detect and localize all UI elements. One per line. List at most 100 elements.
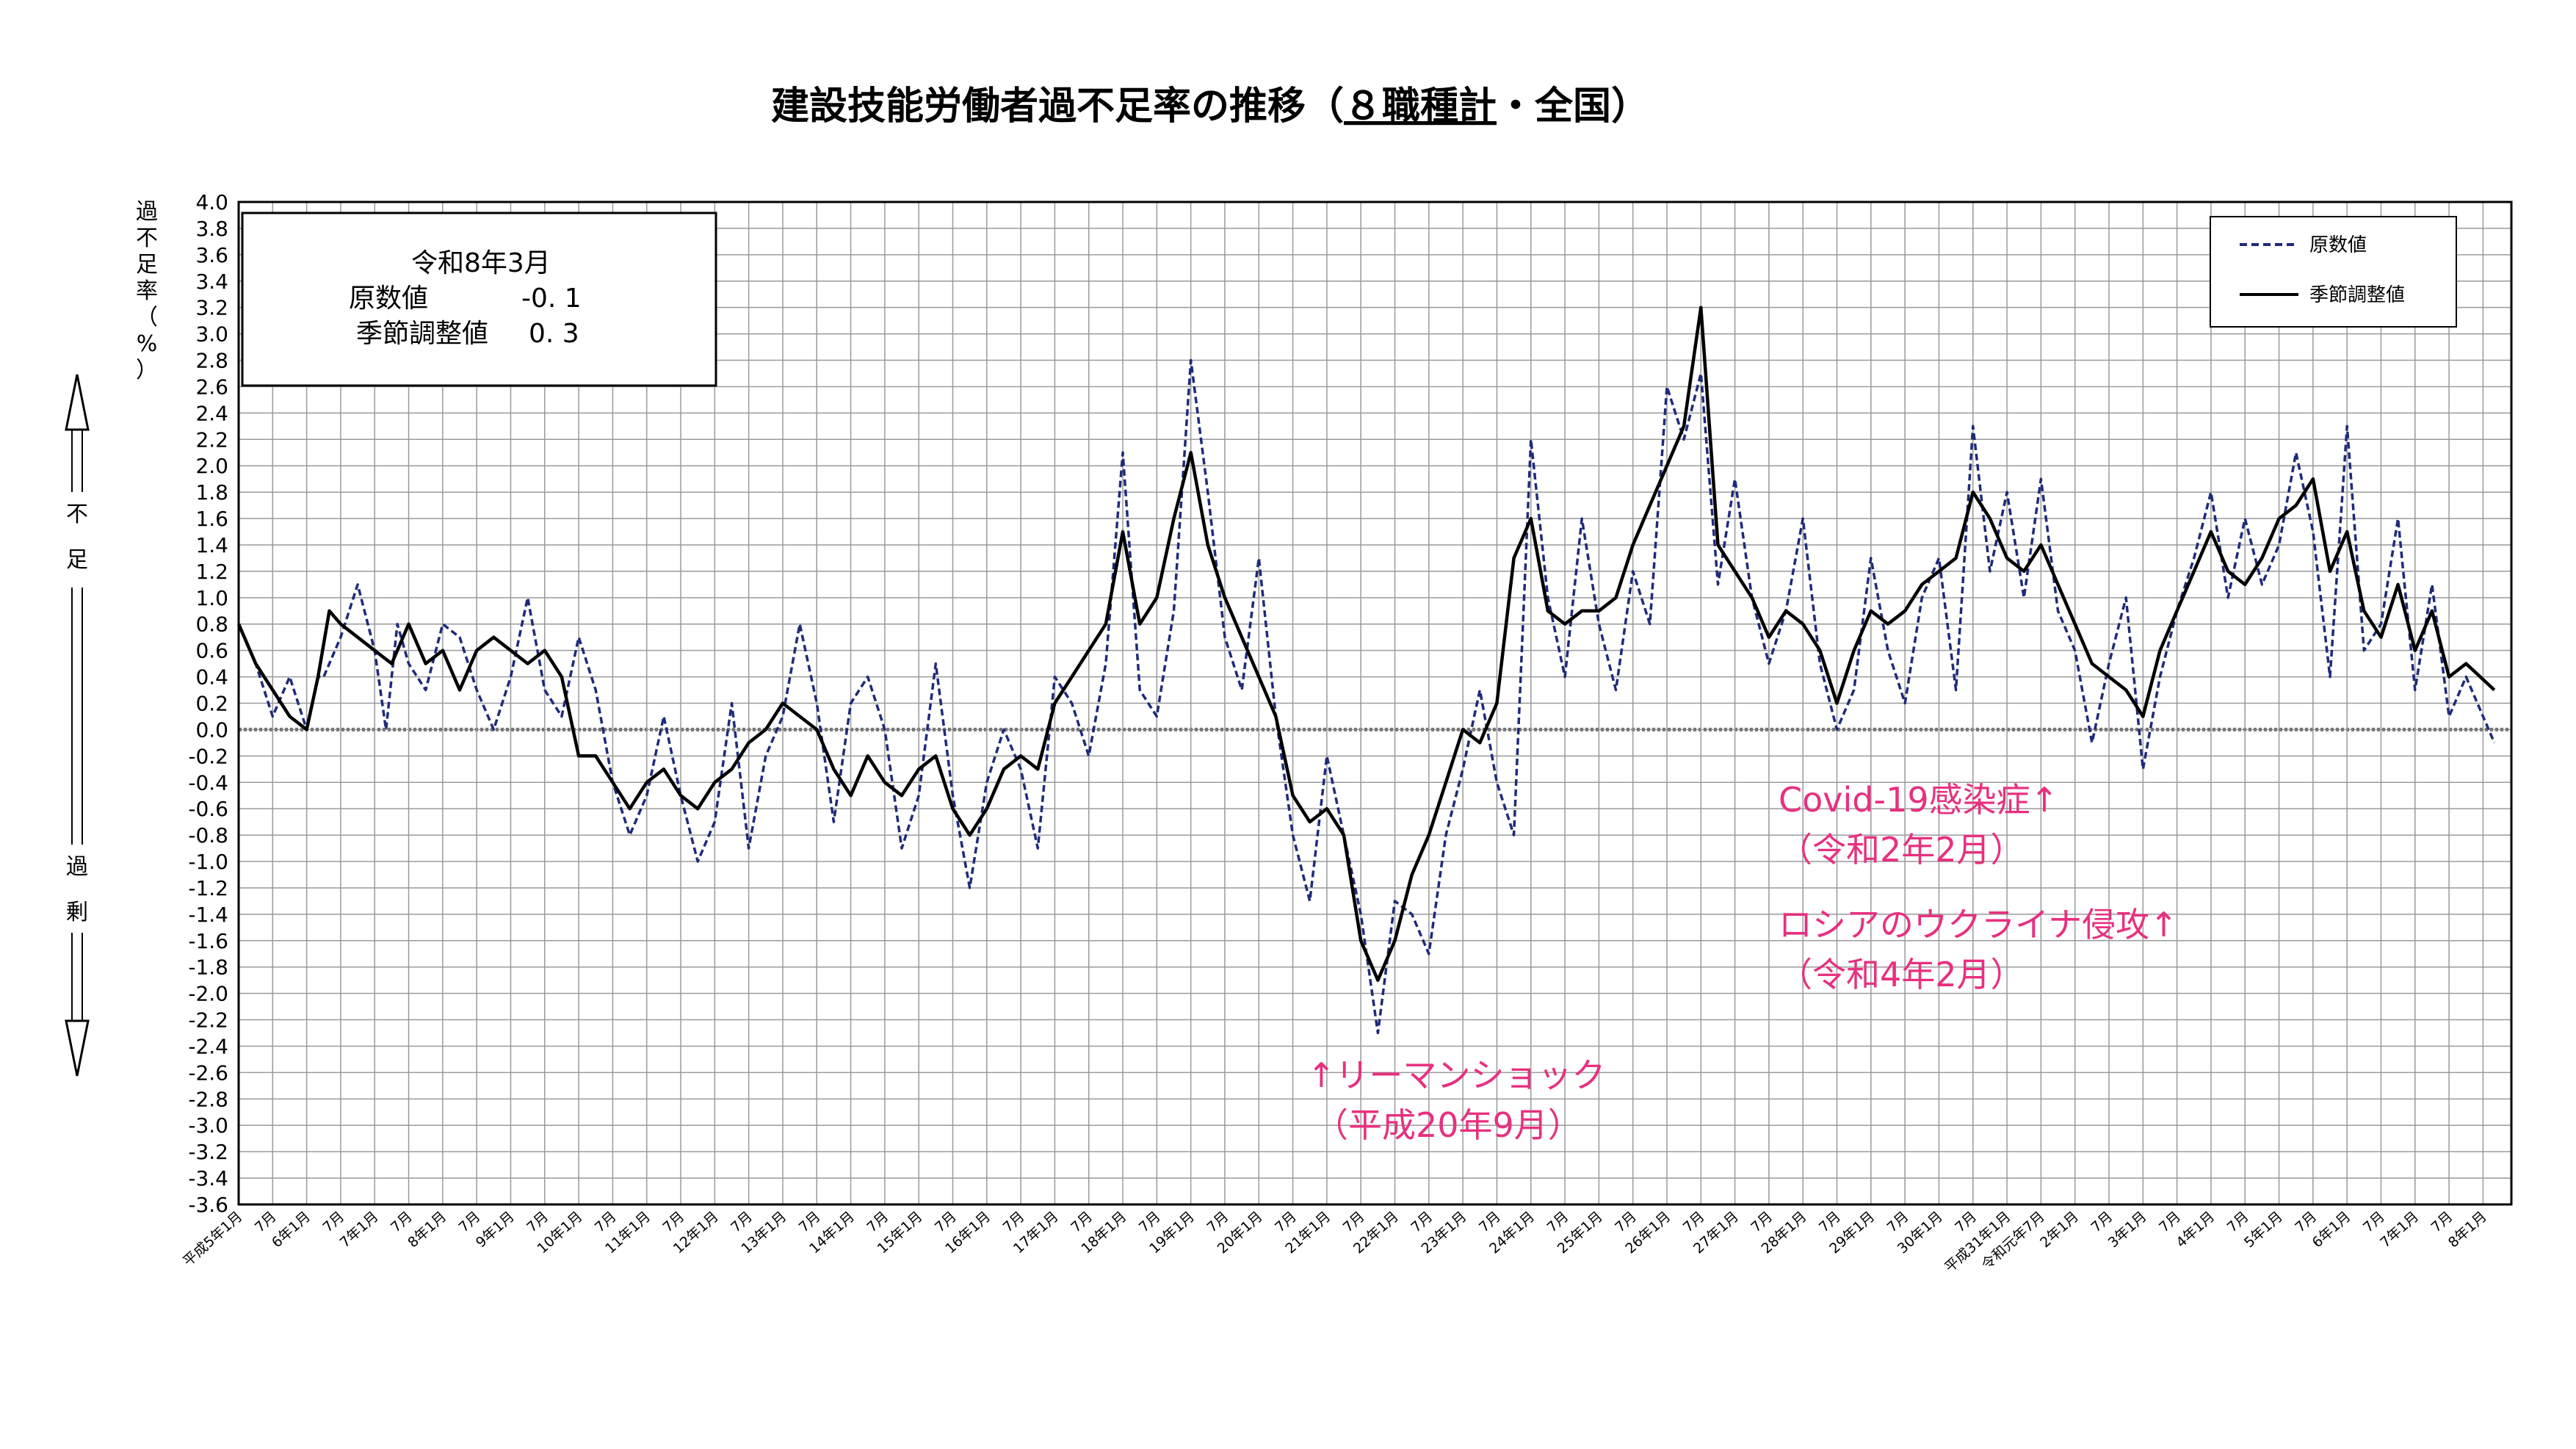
x-tick-label: 5年1月 (2241, 1208, 2286, 1251)
x-tick-label: 3年1月 (2105, 1208, 2150, 1251)
x-tick-label: 7月 (319, 1208, 347, 1235)
x-tick-label: 7月 (660, 1208, 688, 1235)
y-tick-label: -0.4 (188, 770, 228, 795)
y-tick-label: -1.6 (188, 929, 228, 953)
x-tick-label: 7月 (2428, 1208, 2456, 1235)
x-tick-label: 7年1月 (337, 1208, 382, 1251)
info-value-seasonal: 0. 3 (529, 319, 579, 349)
y-tick-label: -1.0 (188, 850, 228, 874)
x-tick-label: 7月 (388, 1208, 416, 1235)
legend-label-seasonal: 季節調整値 (2309, 284, 2405, 306)
info-period: 令和8年3月 (411, 248, 551, 278)
chart-title-main: 建設技能労働者過不足率の推移（ (771, 84, 1344, 129)
y-tick-label: 2.8 (195, 349, 228, 373)
y-axis-label: 過不足率（%） (136, 199, 158, 383)
side-label-char: 剰 (66, 900, 88, 925)
x-tick-label: 7月 (864, 1208, 891, 1235)
y-tick-label: -1.8 (188, 955, 228, 980)
annotation-ukraine-line1: ロシアのウクライナ侵攻↑ (1779, 905, 2178, 944)
y-tick-label: 0.8 (195, 613, 228, 637)
x-tick-label: 9年1月 (473, 1208, 518, 1251)
y-axis-ticks: 4.03.83.63.43.23.02.82.62.42.22.01.81.61… (188, 190, 228, 1217)
y-tick-label: 3.0 (195, 322, 228, 347)
series-line-seasonal (236, 306, 2496, 982)
x-tick-label: 8年1月 (405, 1208, 449, 1251)
y-tick-label: -2.6 (188, 1060, 228, 1085)
annotation-lehman-line1: ↑リーマンショック (1307, 1055, 1606, 1095)
y-tick-label: -3.0 (188, 1113, 228, 1138)
y-tick-label: -2.8 (188, 1087, 228, 1111)
y-tick-label: 1.0 (195, 586, 228, 610)
y-tick-label: 0.4 (195, 665, 228, 690)
y-tick-label: -1.4 (188, 903, 228, 927)
x-tick-label: 7年1月 (2377, 1208, 2422, 1251)
x-tick-label: 6年1月 (2309, 1208, 2354, 1251)
x-tick-label: 7月 (524, 1208, 551, 1235)
chart-title: 建設技能労働者過不足率の推移（８職種計・全国） (771, 84, 1649, 129)
y-tick-label: 3.4 (195, 270, 228, 294)
x-tick-label: 7月 (1000, 1208, 1028, 1235)
y-tick-label: 4.0 (195, 190, 228, 214)
x-tick-label: 6年1月 (269, 1208, 314, 1251)
y-axis-label-char: （ (136, 305, 158, 330)
side-label-shortage: 不足 (66, 502, 88, 573)
x-tick-label: 7月 (252, 1208, 280, 1235)
x-tick-label: 7月 (728, 1208, 756, 1235)
x-tick-label: 8年1月 (2445, 1208, 2490, 1251)
info-box: 令和8年3月 原数値 -0. 1 季節調整値 0. 3 (241, 212, 717, 387)
y-tick-label: -0.2 (188, 744, 228, 768)
x-tick-label: 7月 (2360, 1208, 2388, 1235)
y-tick-label: 3.2 (195, 296, 228, 320)
x-tick-label: 7月 (2224, 1208, 2252, 1235)
side-label-char: 過 (66, 854, 88, 880)
info-value-raw: -0. 1 (521, 283, 582, 314)
x-tick-label: 7月 (796, 1208, 824, 1235)
y-tick-label: 2.6 (195, 375, 228, 399)
x-tick-label: 7月 (1204, 1208, 1231, 1235)
y-tick-label: -2.2 (188, 1008, 228, 1033)
annotation-covid-line2: （令和2年2月） (1779, 830, 2025, 870)
x-tick-label: 平成5年1月 (180, 1208, 245, 1269)
side-arrow: 不足 過剰 (65, 374, 90, 1077)
side-label-char: 不 (66, 502, 88, 527)
x-tick-label: 7月 (1272, 1208, 1300, 1235)
y-tick-label: 2.4 (195, 401, 228, 425)
x-tick-label: 7月 (1748, 1208, 1776, 1235)
y-tick-label: 0.2 (195, 692, 228, 716)
annotation-lehman-line2: （平成20年9月） (1314, 1105, 1582, 1145)
x-tick-label: 7月 (1476, 1208, 1504, 1235)
x-tick-label: 7月 (592, 1208, 620, 1235)
y-tick-label: 2.0 (195, 454, 228, 478)
annotation-covid-line1: Covid-19感染症↑ (1779, 780, 2058, 820)
legend: 原数値 季節調整値 (2210, 216, 2457, 328)
y-tick-label: 2.2 (195, 427, 228, 452)
x-tick-label: 7月 (2292, 1208, 2320, 1235)
y-tick-label: 1.6 (195, 507, 228, 531)
down-arrow-icon (65, 1019, 90, 1077)
y-tick-label: -0.6 (188, 797, 228, 821)
y-tick-label: 1.8 (195, 480, 228, 505)
y-tick-label: -2.0 (188, 982, 228, 1006)
side-label-char: 足 (66, 547, 88, 573)
y-axis-label-char: 過 (136, 199, 158, 225)
annotations: ↑リーマンショック （平成20年9月） Covid-19感染症↑ （令和2年2月… (1307, 780, 2178, 1145)
x-tick-label: 7月 (456, 1208, 484, 1235)
x-tick-label: 7月 (1952, 1208, 1980, 1235)
series (236, 306, 2496, 1035)
y-tick-label: -1.2 (188, 876, 228, 900)
y-axis-label-char: 足 (136, 252, 158, 278)
y-tick-label: -3.4 (188, 1166, 228, 1190)
y-tick-label: 0.0 (195, 718, 228, 742)
y-axis-label-char: 不 (136, 225, 158, 251)
side-label-surplus: 過剰 (66, 854, 88, 925)
x-tick-label: 7月 (1340, 1208, 1368, 1235)
info-label-raw: 原数値 (349, 283, 428, 314)
y-axis-label-char: % (137, 331, 158, 357)
x-tick-label: 7月 (1884, 1208, 1912, 1235)
chart-title-tail: ・全国） (1497, 84, 1649, 129)
x-tick-label: 7月 (1612, 1208, 1640, 1235)
x-tick-label: 7月 (1408, 1208, 1436, 1235)
y-axis-label-char: 率 (136, 278, 158, 304)
